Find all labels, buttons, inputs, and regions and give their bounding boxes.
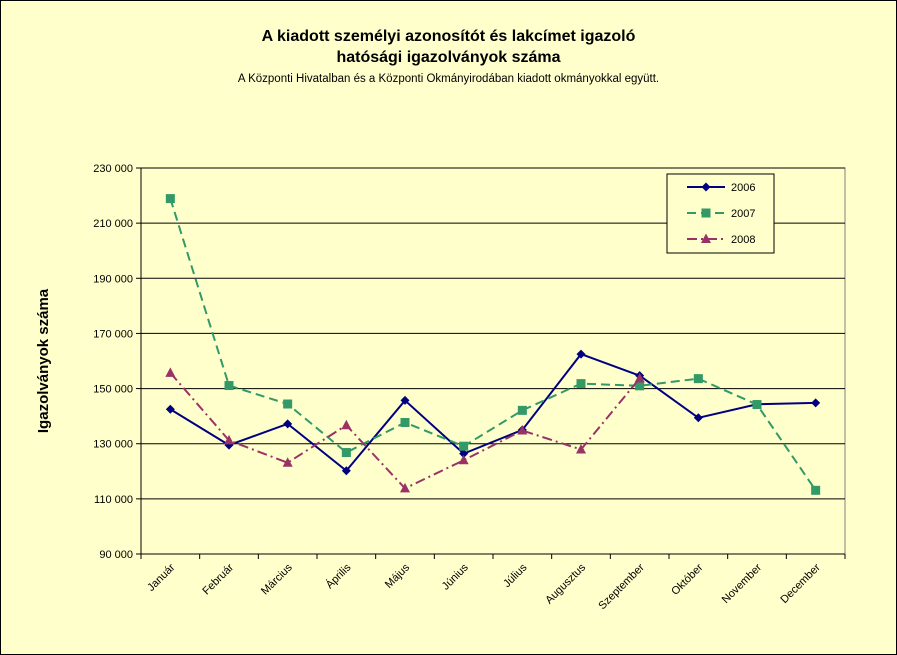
series-2006 [165,349,821,476]
chart-subtitle: A Központi Hivatalban és a Központi Okmá… [237,73,660,85]
data-point-2008 [341,419,352,430]
y-tick-label: 170 000 [93,328,133,340]
data-point-2007 [693,374,703,384]
y-tick-label: 210 000 [93,218,133,230]
data-point-2008 [458,454,469,465]
x-tick-label: Március [259,561,295,597]
x-tick-label: Július [501,561,530,590]
x-tick-label: Október [669,561,705,597]
data-point-2007 [576,379,586,389]
data-point-2007 [341,448,351,458]
y-tick-label: 130 000 [93,439,133,451]
data-point-2007 [752,400,762,410]
x-tick-label: November [720,561,765,606]
legend-marker-2007 [701,208,711,218]
legend-marker-2008 [701,233,711,243]
legend-marker-2006 [701,182,711,192]
data-point-2006 [693,413,703,423]
series-line-2006 [169,352,816,473]
data-point-2007 [811,485,821,495]
data-point-2008 [517,424,528,435]
series-2008 [165,367,645,493]
x-tick-label: Szeptember [596,561,647,612]
data-point-2008 [634,372,645,383]
legend-label-2007: 2007 [731,208,755,220]
data-point-2007 [165,194,175,204]
y-tick-label: 150 000 [93,384,133,396]
data-point-2006 [400,395,410,405]
axes [136,167,846,559]
y-tick-label: 190 000 [93,273,133,285]
x-tick-label: December [778,561,823,606]
legend: 2006 2007 2008 [666,173,775,254]
series-2007 [165,194,821,495]
y-tick-label: 90 000 [99,549,133,561]
x-tick-label: Február [200,561,236,597]
series-lines [165,194,821,495]
y-tick-label: 230 000 [93,163,133,175]
data-point-2006 [811,398,821,408]
x-tick-label: Május [383,561,413,591]
x-tick-label: Augusztus [543,561,588,606]
data-point-2006 [165,404,175,414]
data-point-2007 [459,441,469,451]
data-point-2008 [282,457,293,467]
chart-title-line1: A kiadott személyi azonosítót és lakcíme… [261,28,636,45]
y-axis-label: Igazolványok száma [35,288,52,433]
chart-title-line2: hatósági igazolványok száma [336,49,561,66]
x-tick-label: Április [323,561,354,592]
data-point-2008 [224,434,234,445]
legend-label-2006: 2006 [731,182,755,194]
data-point-2006 [459,449,469,459]
data-point-2007 [635,381,645,391]
x-tick-label: Január [145,561,178,594]
data-point-2007 [283,399,293,409]
x-tick-label: Június [440,561,471,592]
gridlines [141,167,845,500]
data-point-2006 [576,349,586,359]
data-point-2007 [224,381,234,391]
legend-label-2008: 2008 [731,234,755,246]
data-point-2006 [283,419,293,429]
data-point-2008 [400,482,410,493]
data-point-2007 [517,405,527,415]
data-point-2008 [576,444,586,454]
data-point-2008 [165,367,176,377]
data-point-2007 [400,417,410,427]
y-tick-label: 110 000 [94,494,133,506]
data-point-2006 [341,466,351,476]
series-line-2007 [169,198,817,491]
